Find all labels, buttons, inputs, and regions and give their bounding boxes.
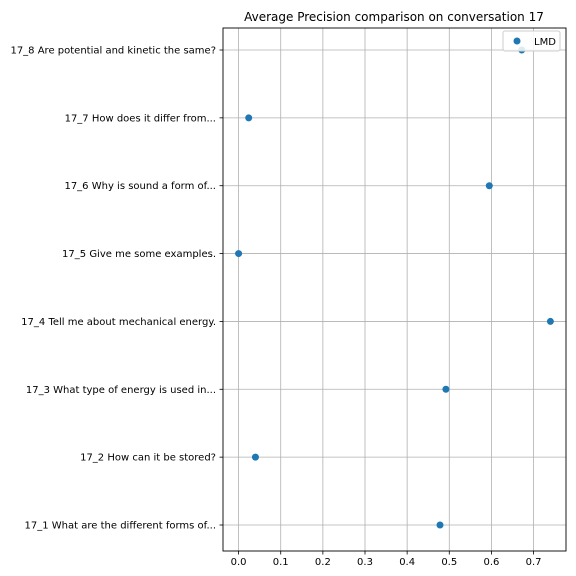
data-point (442, 385, 450, 393)
y-tick-label: 17_1 What are the different forms of... (25, 521, 216, 532)
y-tick-label: 17_5 Give me some examples. (62, 249, 216, 260)
plot-frame (222, 27, 567, 552)
x-tick-label: 0.7 (526, 557, 542, 568)
data-point (436, 521, 444, 529)
grid (223, 28, 566, 551)
data-points (235, 46, 554, 529)
y-tick-label: 17_2 How can it be stored? (80, 453, 216, 464)
y-tick-label: 17_8 Are potential and kinetic the same? (10, 46, 216, 57)
data-point (251, 453, 259, 461)
y-tick-label: 17_7 How does it differ from... (65, 113, 216, 124)
legend-box (502, 30, 561, 52)
data-point (546, 317, 554, 325)
x-tick-label: 0.3 (357, 557, 373, 568)
x-tick-label: 0.4 (399, 557, 415, 568)
x-tick-label: 0.1 (273, 557, 289, 568)
legend: LMD (502, 30, 561, 52)
y-tick-label: 17_4 Tell me about mechanical energy. (21, 317, 216, 328)
x-axis: 0.0 0.1 0.2 0.3 0.4 0.5 0.6 0.7 (231, 551, 542, 568)
x-tick-label: 0.0 (231, 557, 247, 568)
legend-marker (513, 37, 521, 45)
data-point (235, 250, 243, 258)
y-axis: 17_1 What are the different forms of... 1… (10, 46, 223, 532)
x-tick-label: 0.2 (315, 557, 331, 568)
legend-label: LMD (534, 37, 556, 48)
chart-title: Average Precision comparison on conversa… (244, 10, 544, 24)
x-tick-label: 0.5 (441, 557, 457, 568)
y-tick-label: 17_6 Why is sound a form of... (64, 181, 216, 192)
data-point (485, 182, 493, 190)
y-tick-label: 17_3 What type of energy is used in... (26, 385, 216, 396)
data-point (245, 114, 253, 122)
x-tick-label: 0.6 (483, 557, 499, 568)
